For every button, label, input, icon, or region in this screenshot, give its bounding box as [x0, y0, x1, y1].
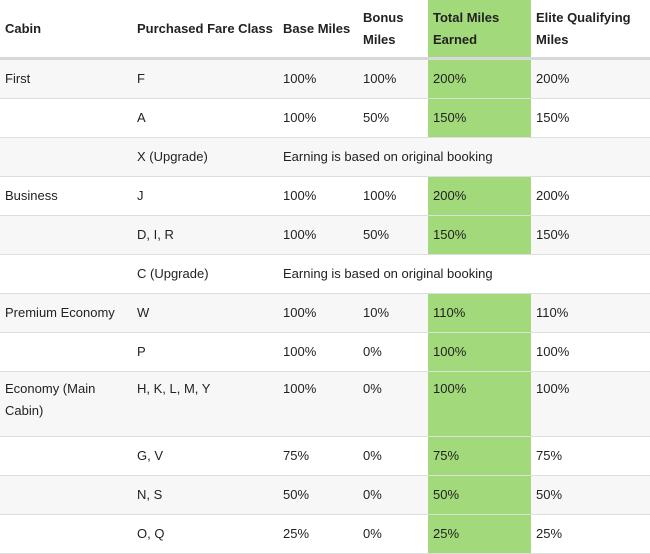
cell-total-miles: 75%	[428, 436, 531, 476]
cell-base-miles: 100%	[278, 176, 358, 216]
header-base-miles: Base Miles	[278, 0, 358, 60]
cell-cabin	[0, 215, 132, 255]
table-row: N, S 50% 0% 50% 50%	[0, 475, 650, 515]
table-row: D, I, R 100% 50% 150% 150%	[0, 215, 650, 255]
cell-total-miles: 100%	[428, 371, 531, 437]
cell-elite-qualifying: 200%	[531, 58, 650, 99]
cell-fare-class: A	[132, 98, 278, 138]
cell-fare-class: N, S	[132, 475, 278, 515]
cell-fare-class: C (Upgrade)	[132, 254, 278, 294]
cell-cabin	[0, 332, 132, 372]
table-row: First F 100% 100% 200% 200%	[0, 58, 650, 99]
cell-note: Earning is based on original booking	[278, 254, 650, 294]
cell-fare-class: F	[132, 58, 278, 99]
cell-bonus-miles: 0%	[358, 332, 428, 372]
cell-cabin: Economy (Main Cabin)	[0, 371, 132, 437]
cell-fare-class: P	[132, 332, 278, 372]
cell-cabin: Premium Economy	[0, 293, 132, 333]
cell-base-miles: 100%	[278, 98, 358, 138]
cell-fare-class: H, K, L, M, Y	[132, 371, 278, 437]
cell-cabin: Business	[0, 176, 132, 216]
cell-cabin	[0, 436, 132, 476]
cell-elite-qualifying: 150%	[531, 215, 650, 255]
cell-bonus-miles: 50%	[358, 215, 428, 255]
cell-total-miles: 150%	[428, 98, 531, 138]
header-row: Cabin Purchased Fare Class Base Miles Bo…	[0, 0, 650, 60]
cell-total-miles: 200%	[428, 176, 531, 216]
cell-base-miles: 50%	[278, 475, 358, 515]
cell-base-miles: 25%	[278, 514, 358, 554]
cell-elite-qualifying: 100%	[531, 371, 650, 437]
cell-cabin: First	[0, 58, 132, 99]
cell-fare-class: G, V	[132, 436, 278, 476]
cell-bonus-miles: 100%	[358, 176, 428, 216]
cell-total-miles: 50%	[428, 475, 531, 515]
cell-fare-class: W	[132, 293, 278, 333]
cell-note: Earning is based on original booking	[278, 137, 650, 177]
cell-cabin	[0, 98, 132, 138]
table-row: O, Q 25% 0% 25% 25%	[0, 514, 650, 554]
header-fare-class: Purchased Fare Class	[132, 0, 278, 60]
cell-elite-qualifying: 50%	[531, 475, 650, 515]
header-bonus-miles: Bonus Miles	[358, 0, 428, 60]
cell-elite-qualifying: 25%	[531, 514, 650, 554]
cell-total-miles: 110%	[428, 293, 531, 333]
cell-bonus-miles: 0%	[358, 371, 428, 437]
cell-total-miles: 150%	[428, 215, 531, 255]
cell-fare-class: O, Q	[132, 514, 278, 554]
cell-total-miles: 200%	[428, 58, 531, 99]
cell-elite-qualifying: 150%	[531, 98, 650, 138]
cell-bonus-miles: 0%	[358, 475, 428, 515]
cell-base-miles: 100%	[278, 58, 358, 99]
cell-bonus-miles: 50%	[358, 98, 428, 138]
table-row: X (Upgrade) Earning is based on original…	[0, 137, 650, 177]
table-row: C (Upgrade) Earning is based on original…	[0, 254, 650, 294]
table-row: P 100% 0% 100% 100%	[0, 332, 650, 372]
table-row: A 100% 50% 150% 150%	[0, 98, 650, 138]
header-cabin: Cabin	[0, 0, 132, 60]
cell-bonus-miles: 100%	[358, 58, 428, 99]
cell-base-miles: 100%	[278, 371, 358, 437]
table-row: G, V 75% 0% 75% 75%	[0, 436, 650, 476]
cell-cabin	[0, 514, 132, 554]
table-row: Business J 100% 100% 200% 200%	[0, 176, 650, 216]
header-total-miles: Total Miles Earned	[428, 0, 531, 60]
cell-elite-qualifying: 75%	[531, 436, 650, 476]
cell-base-miles: 100%	[278, 215, 358, 255]
cell-elite-qualifying: 110%	[531, 293, 650, 333]
cell-cabin	[0, 137, 132, 177]
cell-fare-class: D, I, R	[132, 215, 278, 255]
cell-bonus-miles: 10%	[358, 293, 428, 333]
cell-fare-class: J	[132, 176, 278, 216]
header-elite-qualifying: Elite Qualifying Miles	[531, 0, 650, 60]
cell-cabin	[0, 254, 132, 294]
table-row: Economy (Main Cabin) H, K, L, M, Y 100% …	[0, 371, 650, 437]
cell-base-miles: 100%	[278, 293, 358, 333]
cell-bonus-miles: 0%	[358, 514, 428, 554]
cell-total-miles: 25%	[428, 514, 531, 554]
cell-fare-class: X (Upgrade)	[132, 137, 278, 177]
cell-total-miles: 100%	[428, 332, 531, 372]
cell-base-miles: 75%	[278, 436, 358, 476]
cell-bonus-miles: 0%	[358, 436, 428, 476]
table-row: Premium Economy W 100% 10% 110% 110%	[0, 293, 650, 333]
cell-base-miles: 100%	[278, 332, 358, 372]
cell-elite-qualifying: 200%	[531, 176, 650, 216]
cell-cabin	[0, 475, 132, 515]
cell-elite-qualifying: 100%	[531, 332, 650, 372]
